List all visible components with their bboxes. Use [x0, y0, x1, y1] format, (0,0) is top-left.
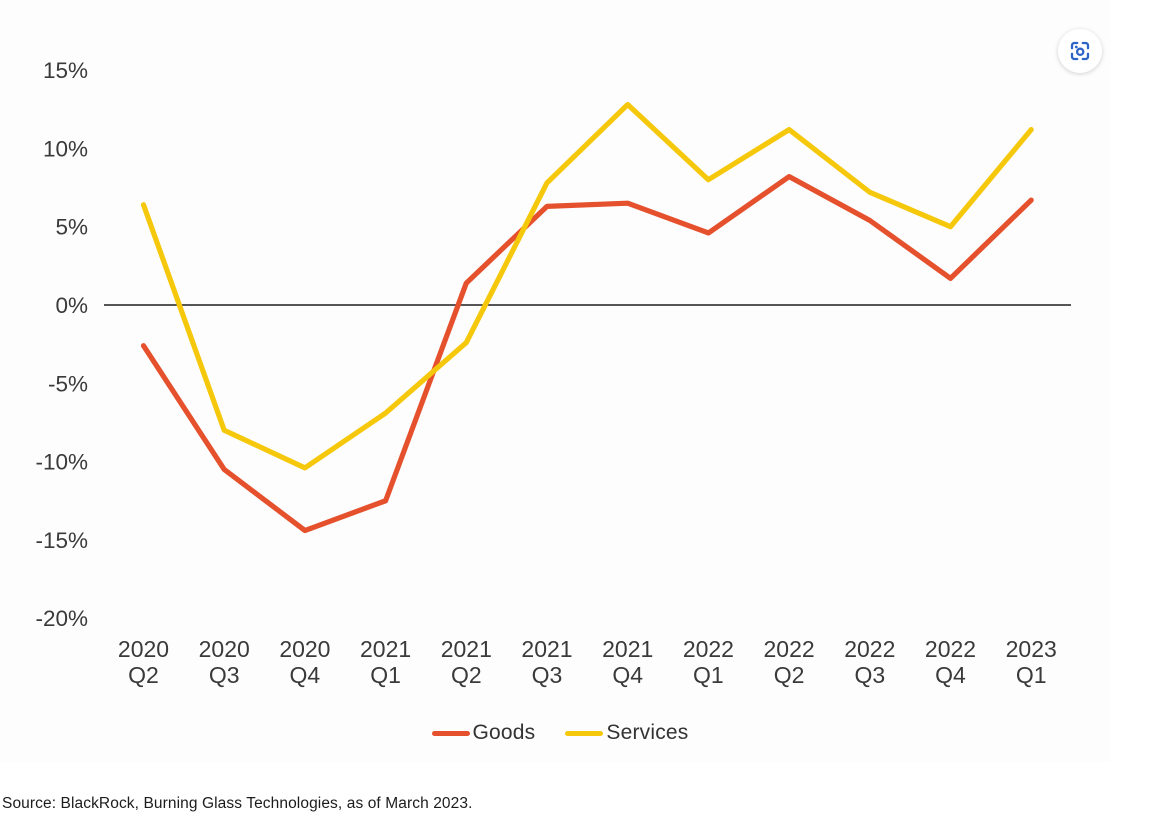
- legend: Goods Services: [0, 719, 1120, 747]
- goods-line-swatch: [431, 730, 470, 736]
- y-axis-tick-label: 10%: [43, 136, 88, 161]
- services-line: [140, 101, 1034, 471]
- y-axis-tick-label: -15%: [35, 528, 88, 553]
- x-axis-tick-quarter: Q2: [128, 662, 159, 688]
- legend-item-goods: Goods: [431, 721, 536, 745]
- y-axis-tick-label: 0%: [55, 293, 88, 318]
- y-axis-tick-label: 5%: [55, 215, 88, 240]
- x-axis-tick-quarter: Q4: [935, 662, 966, 688]
- screenshot-button[interactable]: [1058, 29, 1102, 73]
- y-axis-tick-label: -10%: [35, 450, 88, 475]
- screenshot-viewfinder-icon: [1070, 41, 1090, 61]
- y-axis-tick-label: -20%: [35, 606, 88, 631]
- x-axis-tick-year: 2023: [1006, 636, 1057, 662]
- x-axis-tick-year: 2021: [521, 636, 572, 662]
- x-axis-tick-year: 2022: [844, 636, 895, 662]
- x-axis-tick-quarter: Q3: [532, 662, 563, 688]
- legend-item-services: Services: [565, 721, 688, 745]
- chart-card: 15% 10% 5% 0% -5% -10% -15% -20% 2020 Q2 2020 Q3 202…: [35, 58, 1071, 744]
- services-line-swatch: [565, 730, 604, 736]
- x-axis-tick-year: 2020: [199, 636, 250, 662]
- source-note: Source: BlackRock, Burning Glass Technol…: [2, 795, 473, 812]
- x-axis-tick-year: 2020: [279, 636, 330, 662]
- y-axis-tick-label: -5%: [48, 371, 88, 396]
- x-axis-tick-year: 2022: [925, 636, 976, 662]
- x-axis-tick-year: 2022: [764, 636, 815, 662]
- x-axis-tick-year: 2021: [360, 636, 411, 662]
- x-axis-tick-quarter: Q4: [290, 662, 321, 688]
- legend-label-goods: Goods: [472, 721, 536, 744]
- quarterly-wage-growth-line-chart: 15%10%5%0%-5%-10%-15%-20%2020Q22020Q3202…: [35, 58, 1071, 688]
- x-axis-tick-year: 2022: [683, 636, 734, 662]
- x-axis-tick-quarter: Q1: [370, 662, 401, 688]
- goods-line: [140, 173, 1034, 534]
- legend-label-services: Services: [606, 721, 689, 744]
- x-axis-tick-quarter: Q2: [774, 662, 805, 688]
- x-axis-tick-quarter: Q2: [451, 662, 482, 688]
- x-axis-tick-year: 2021: [441, 636, 492, 662]
- x-axis-tick-quarter: Q1: [1016, 662, 1047, 688]
- x-axis-tick-quarter: Q3: [209, 662, 240, 688]
- x-axis-tick-quarter: Q4: [612, 662, 643, 688]
- x-axis-tick-year: 2020: [118, 636, 169, 662]
- x-axis-tick-quarter: Q1: [693, 662, 724, 688]
- x-axis-tick-year: 2021: [602, 636, 653, 662]
- y-axis-tick-label: 15%: [43, 58, 88, 83]
- x-axis-tick-quarter: Q3: [854, 662, 885, 688]
